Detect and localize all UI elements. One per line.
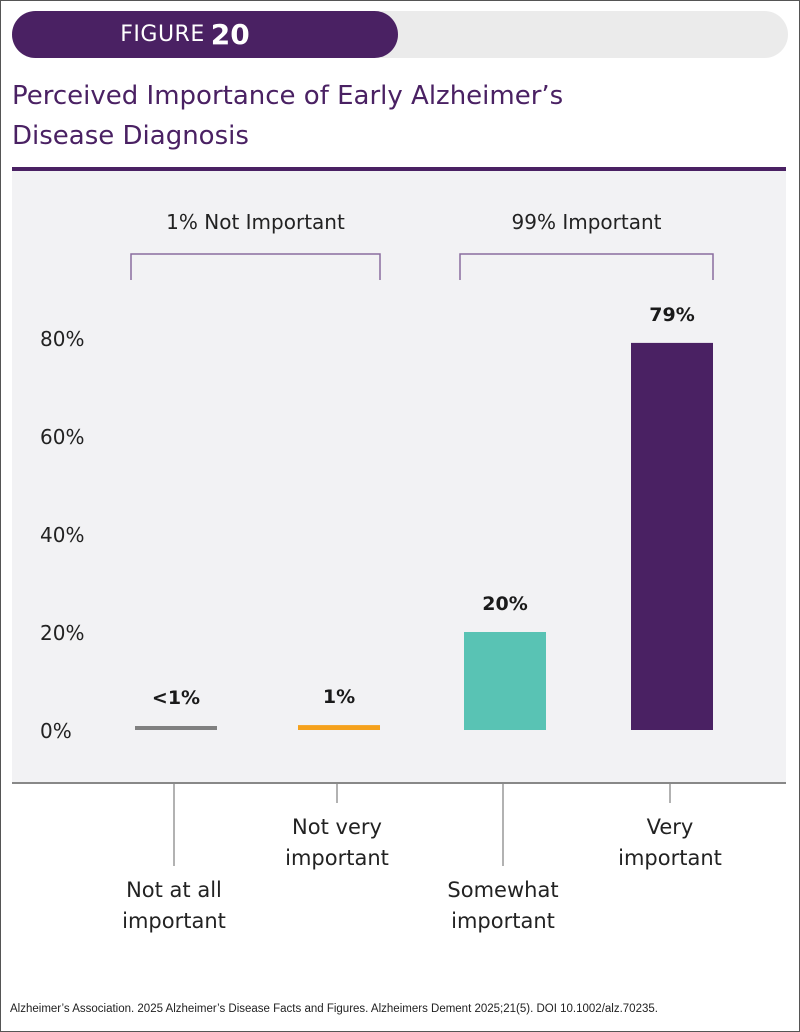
- category-label: important: [451, 909, 555, 933]
- group-label: 99% Important: [512, 210, 662, 234]
- category-label: Somewhat: [447, 878, 558, 902]
- bar: [298, 725, 380, 730]
- group-bracket: [459, 253, 714, 280]
- data-label: 1%: [323, 686, 355, 708]
- y-tick-label: 20%: [40, 621, 84, 645]
- title-rule: [12, 167, 786, 171]
- category-label: important: [285, 846, 389, 870]
- y-tick-label: 60%: [40, 425, 84, 449]
- data-label: 79%: [649, 304, 694, 326]
- figure-badge: FIGURE 20: [12, 11, 398, 58]
- source-citation: Alzheimer’s Association. 2025 Alzheimer’…: [10, 1003, 658, 1015]
- figure-number: 20: [210, 18, 250, 51]
- group-label: 1% Not Important: [166, 210, 345, 234]
- category-label: Not at all: [126, 878, 222, 902]
- chart-title-line-2: Disease Diagnosis: [12, 121, 249, 151]
- group-bracket: [130, 253, 381, 280]
- category-label: Very: [647, 815, 694, 839]
- category-label: important: [122, 909, 226, 933]
- chart-title: Perceived Importance of Early Alzheimer’…: [12, 76, 772, 156]
- bar: [631, 342, 713, 730]
- bar: [464, 632, 546, 730]
- chart-title-line-1: Perceived Importance of Early Alzheimer’…: [12, 81, 564, 111]
- y-tick-label: 80%: [40, 327, 84, 351]
- data-label: <1%: [152, 687, 200, 709]
- y-tick-label: 0%: [40, 719, 72, 743]
- figure-label: FIGURE: [120, 22, 205, 47]
- data-label: 20%: [482, 593, 527, 615]
- category-label: important: [618, 846, 722, 870]
- category-label: Not very: [292, 815, 382, 839]
- x-axis-line: [12, 782, 786, 784]
- bar: [135, 726, 217, 730]
- y-tick-label: 40%: [40, 523, 84, 547]
